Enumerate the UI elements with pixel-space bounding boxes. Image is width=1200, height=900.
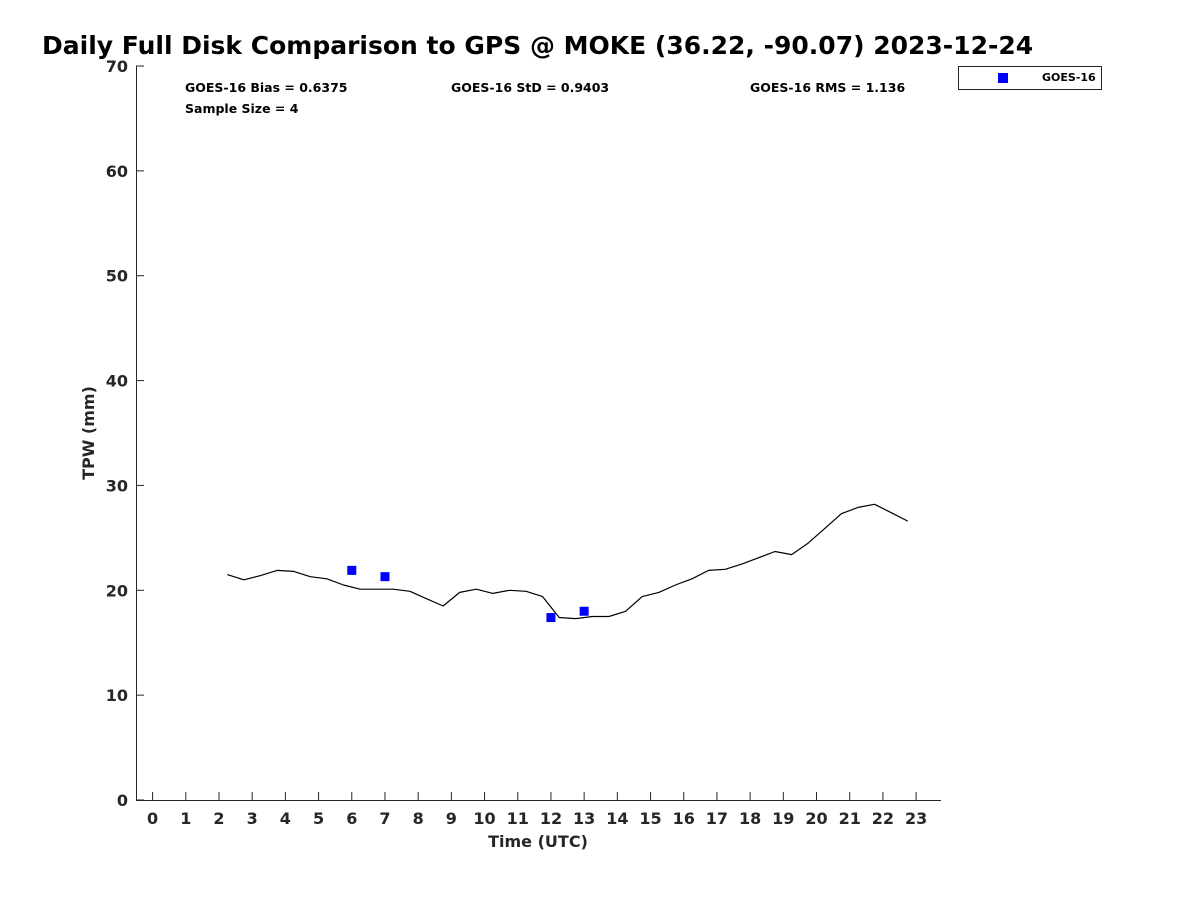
x-tick-label-23: 23 (905, 809, 927, 828)
x-tick-label-0: 0 (147, 809, 158, 828)
legend-marker-goes16 (998, 73, 1008, 83)
y-axis-ticks: 0 10 20 30 40 50 60 70 (106, 57, 144, 810)
y-tick-label-30: 30 (106, 476, 128, 495)
x-tick-label-1: 1 (180, 809, 191, 828)
legend-box (958, 66, 1102, 90)
y-tick-label-70: 70 (106, 57, 128, 76)
x-tick-label-20: 20 (805, 809, 827, 828)
x-tick-label-16: 16 (673, 809, 695, 828)
legend: GOES-16 (958, 66, 1102, 90)
y-axis-title: TPW (mm) (79, 386, 98, 480)
gps-tpw-line (227, 503, 909, 620)
goes16-point (546, 613, 556, 623)
x-tick-label-7: 7 (379, 809, 390, 828)
x-tick-label-5: 5 (313, 809, 324, 828)
y-tick-label-50: 50 (106, 267, 128, 286)
y-tick-label-0: 0 (117, 791, 128, 810)
y-tick-label-10: 10 (106, 686, 128, 705)
plot-area (227, 503, 909, 623)
goes16-point (347, 565, 357, 575)
x-tick-label-9: 9 (446, 809, 457, 828)
bias-stat: GOES-16 Bias = 0.6375 (185, 80, 347, 95)
x-tick-label-14: 14 (606, 809, 628, 828)
goes16-point (579, 606, 589, 616)
x-tick-label-4: 4 (280, 809, 291, 828)
y-tick-label-60: 60 (106, 162, 128, 181)
x-tick-label-21: 21 (839, 809, 861, 828)
x-tick-label-10: 10 (473, 809, 495, 828)
x-tick-label-18: 18 (739, 809, 761, 828)
std-stat: GOES-16 StD = 0.9403 (451, 80, 609, 95)
y-tick-label-40: 40 (106, 372, 128, 391)
chart-title: Daily Full Disk Comparison to GPS @ MOKE… (42, 31, 1033, 60)
x-tick-label-3: 3 (247, 809, 258, 828)
x-tick-label-22: 22 (872, 809, 894, 828)
x-tick-label-6: 6 (346, 809, 357, 828)
x-axis-ticks: 0 1 2 3 4 5 6 7 8 9 10 11 12 13 14 15 16 17 18 19 20 21 22 23 (147, 792, 927, 828)
legend-label-goes16: GOES-16 (1042, 71, 1096, 84)
x-tick-label-8: 8 (413, 809, 424, 828)
x-tick-label-12: 12 (540, 809, 562, 828)
x-tick-label-2: 2 (213, 809, 224, 828)
x-axis-title: Time (UTC) (488, 832, 588, 851)
y-tick-label-20: 20 (106, 581, 128, 600)
x-tick-label-19: 19 (772, 809, 794, 828)
x-tick-label-15: 15 (639, 809, 661, 828)
x-tick-label-17: 17 (706, 809, 728, 828)
rms-stat: GOES-16 RMS = 1.136 (750, 80, 905, 95)
x-tick-label-13: 13 (573, 809, 595, 828)
x-tick-label-11: 11 (507, 809, 529, 828)
sample-size-stat: Sample Size = 4 (185, 101, 299, 116)
goes16-point (380, 572, 390, 582)
